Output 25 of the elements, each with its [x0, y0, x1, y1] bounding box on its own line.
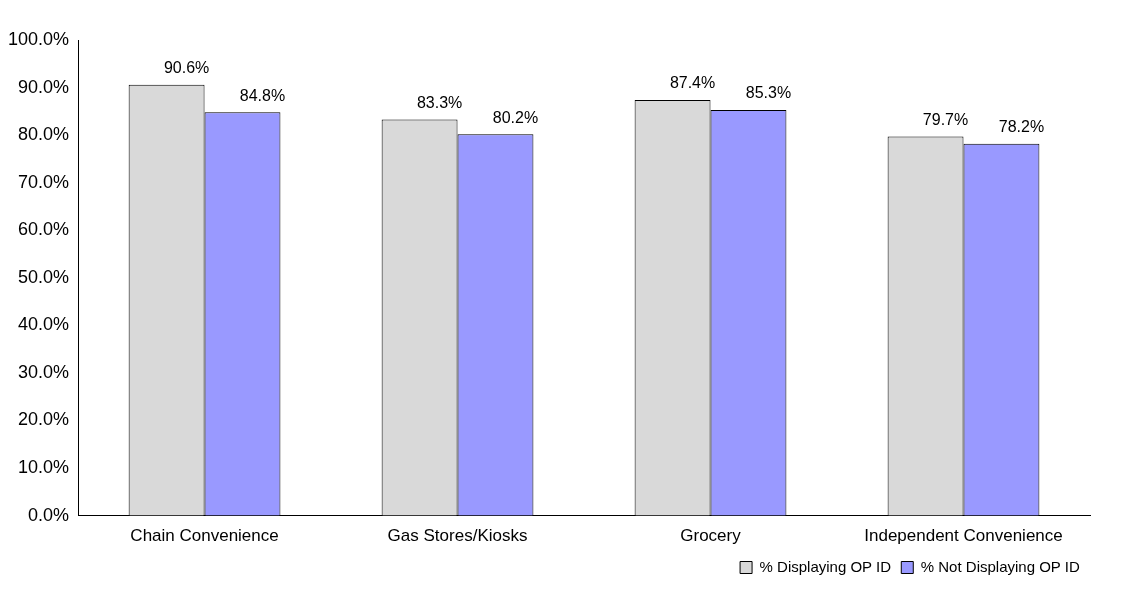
text: 83.3% — [416, 93, 463, 111]
text: 79.7% — [922, 110, 969, 128]
text: 84.8% — [239, 86, 286, 104]
x-tick-label: Grocery — [680, 526, 742, 546]
x-tick-label: Gas Stores/Kiosks — [387, 526, 528, 546]
legend-label: % Not Displaying OP ID — [920, 557, 1080, 575]
y-tick-label: 60.0% — [18, 219, 70, 240]
legend-label: % Displaying OP ID — [759, 557, 892, 575]
text: 85.3% — [745, 84, 792, 102]
y-tick-label: 10.0% — [18, 457, 70, 478]
x-tick-label: Chain Convenience — [130, 526, 279, 546]
y-tick-label: 100.0% — [7, 28, 70, 49]
text: 87.4% — [669, 74, 716, 92]
text: 80.2% — [492, 108, 539, 126]
y-tick-label: 70.0% — [18, 171, 70, 192]
y-tick-label: 40.0% — [18, 314, 70, 335]
y-tick-label: 20.0% — [18, 409, 70, 430]
y-tick-label: 30.0% — [18, 361, 70, 382]
y-tick-label: 90.0% — [18, 76, 70, 97]
y-tick-label: 0.0% — [28, 504, 70, 525]
y-tick-label: 50.0% — [18, 266, 70, 287]
y-tick-label: 80.0% — [18, 124, 70, 145]
text: 78.2% — [998, 118, 1045, 136]
x-tick-label: Independent Convenience — [864, 526, 1063, 546]
text: 90.6% — [163, 59, 210, 77]
